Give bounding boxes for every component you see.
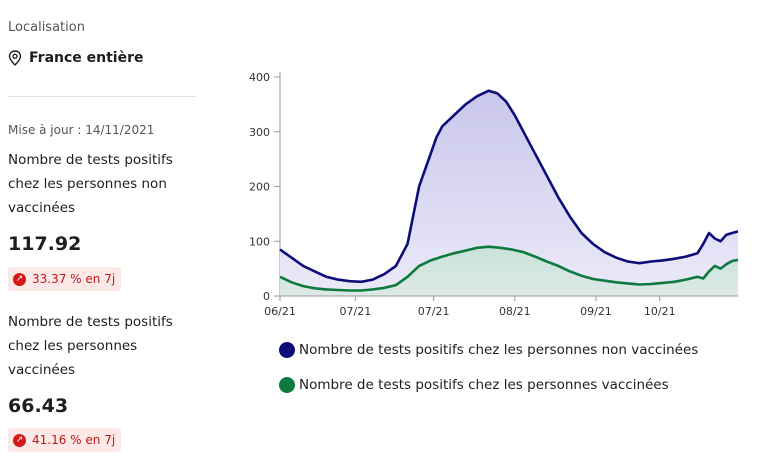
y-tick-label: 300: [249, 126, 270, 139]
y-tick-label: 0: [263, 290, 270, 303]
indicator-vaccinated-change-badge: ↗ 41.16 % en 7j: [8, 428, 122, 452]
indicator-title-line: Nombre de tests positifs: [8, 314, 173, 330]
trend-up-icon: ↗: [13, 272, 26, 286]
x-tick-label: 07/21: [340, 305, 372, 318]
legend-item-unvaccinated[interactable]: Nombre de tests positifs chez les person…: [279, 342, 698, 358]
legend-dot-vaccinated: [279, 377, 295, 393]
location-value: France entière: [29, 50, 144, 66]
trend-up-icon: ↗: [13, 433, 26, 447]
indicator-change-text: 33.37 % en 7j: [32, 272, 116, 286]
divider: [8, 96, 195, 97]
indicator-title-line: Nombre de tests positifs: [8, 152, 173, 168]
legend-dot-unvaccinated: [279, 342, 295, 358]
y-tick-label: 200: [249, 181, 270, 194]
area-unvaccinated: [280, 90, 738, 296]
location-label: Localisation: [8, 20, 85, 35]
series-line-unvaccinated: [279, 89, 739, 284]
indicator-title-line: chez les personnes non: [8, 176, 167, 192]
indicator-unvaccinated-change-badge: ↗ 33.37 % en 7j: [8, 267, 122, 291]
x-tick-label: 06/21: [264, 305, 296, 318]
x-tick-label: 09/21: [580, 305, 612, 318]
y-tick-label: 400: [249, 71, 270, 84]
indicator-unvaccinated-value: 117.92: [8, 233, 82, 255]
indicator-vaccinated-title: Nombre de tests positifs chez les person…: [8, 310, 198, 382]
legend-label: Nombre de tests positifs chez les person…: [299, 377, 669, 393]
indicator-title-line: chez les personnes: [8, 338, 138, 354]
location-selector[interactable]: France entière: [8, 50, 144, 66]
map-pin-icon: [8, 50, 22, 66]
series-line-vaccinated: [279, 245, 739, 292]
y-tick-label: 100: [249, 235, 270, 248]
indicator-vaccinated-value: 66.43: [8, 395, 69, 417]
legend-item-vaccinated[interactable]: Nombre de tests positifs chez les person…: [279, 377, 669, 393]
indicator-change-text: 41.16 % en 7j: [32, 433, 116, 447]
indicator-title-line: vaccinées: [8, 362, 76, 378]
indicator-title-line: vaccinées: [8, 200, 76, 216]
x-tick-label: 07/21: [418, 305, 450, 318]
x-tick-label: 08/21: [499, 305, 531, 318]
x-tick-label: 10/21: [644, 305, 676, 318]
update-date: Mise à jour : 14/11/2021: [8, 123, 155, 137]
positive-tests-chart: 0 100 200 300 400 06/21 07/21 07/21 08/21 09/21 10…: [249, 71, 739, 318]
legend-label: Nombre de tests positifs chez les person…: [299, 342, 699, 358]
indicator-unvaccinated-title: Nombre de tests positifs chez les person…: [8, 148, 198, 220]
